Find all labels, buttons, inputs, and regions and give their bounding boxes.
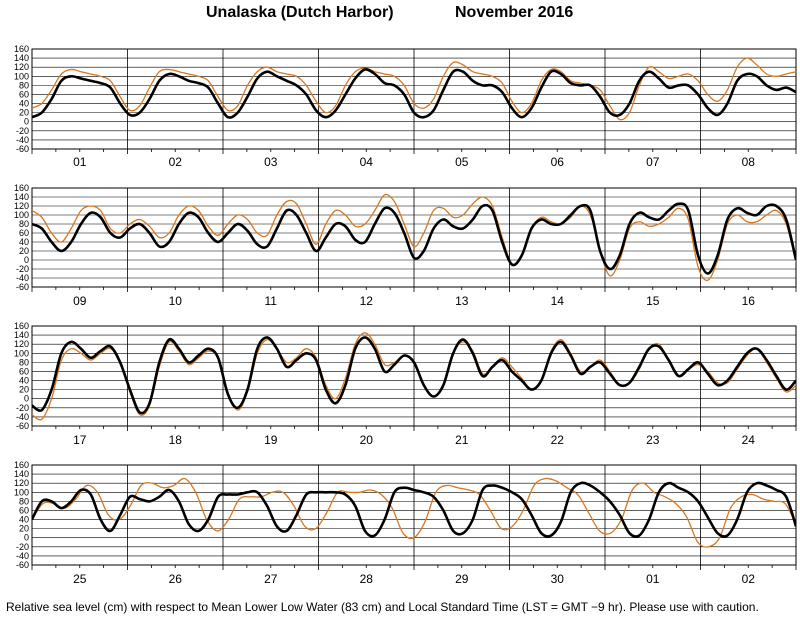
- y-tick-label: -20: [16, 403, 29, 413]
- y-tick-label: 160: [14, 44, 29, 54]
- day-label: 28: [360, 572, 374, 586]
- observed-series-line: [32, 68, 796, 119]
- y-tick-label: 60: [19, 89, 29, 99]
- day-label: 02: [169, 155, 183, 169]
- y-tick-label: 120: [14, 339, 29, 349]
- day-label: 20: [360, 433, 374, 447]
- panel-frame: [31, 48, 797, 150]
- chart-title-period: November 2016: [455, 4, 574, 21]
- day-label: 13: [455, 294, 469, 308]
- y-tick-label: -60: [16, 144, 29, 154]
- day-label: 05: [455, 155, 469, 169]
- panel-frame: [31, 464, 797, 566]
- y-tick-label: 140: [14, 469, 29, 479]
- y-tick-label: 20: [19, 524, 29, 534]
- y-tick-label: -20: [16, 126, 29, 136]
- y-tick-label: 100: [14, 348, 29, 358]
- y-tick-label: 60: [19, 505, 29, 515]
- day-label: 08: [742, 155, 756, 169]
- y-tick-label: 0: [24, 533, 29, 543]
- day-label: 29: [455, 572, 469, 586]
- day-label: 02: [742, 572, 756, 586]
- y-tick-label: 160: [14, 321, 29, 331]
- observed-series-line: [32, 202, 796, 275]
- y-tick-label: 60: [19, 228, 29, 238]
- day-label: 25: [73, 572, 87, 586]
- y-tick-label: 80: [19, 219, 29, 229]
- y-tick-label: -40: [16, 412, 29, 422]
- y-tick-label: 160: [14, 460, 29, 470]
- y-tick-label: -40: [16, 273, 29, 283]
- y-tick-label: 120: [14, 201, 29, 211]
- day-label: 11: [265, 294, 278, 308]
- day-label: 04: [360, 155, 374, 169]
- day-label: 14: [551, 294, 565, 308]
- day-label: 06: [551, 155, 565, 169]
- y-tick-label: 80: [19, 80, 29, 90]
- y-tick-label: -60: [16, 560, 29, 570]
- day-label: 16: [742, 294, 756, 308]
- chart-footer-note: Relative sea level (cm) with respect to …: [6, 600, 759, 614]
- y-tick-label: -20: [16, 542, 29, 552]
- day-label: 23: [646, 433, 660, 447]
- y-tick-label: 40: [19, 515, 29, 525]
- y-tick-label: 0: [24, 117, 29, 127]
- y-tick-label: 160: [14, 183, 29, 193]
- day-label: 21: [455, 433, 469, 447]
- day-label: 01: [646, 572, 660, 586]
- y-tick-label: 100: [14, 487, 29, 497]
- y-tick-label: 0: [24, 255, 29, 265]
- day-label: 26: [169, 572, 183, 586]
- day-label: 12: [360, 294, 374, 308]
- y-tick-label: 40: [19, 237, 29, 247]
- y-tick-label: 140: [14, 330, 29, 340]
- observed-series-line: [32, 336, 796, 415]
- y-tick-label: 140: [14, 53, 29, 63]
- y-tick-label: 60: [19, 366, 29, 376]
- day-label: 03: [264, 155, 278, 169]
- y-tick-label: 100: [14, 71, 29, 81]
- y-tick-label: 120: [14, 62, 29, 72]
- y-tick-label: 100: [14, 210, 29, 220]
- day-label: 15: [646, 294, 660, 308]
- panel-frame: [31, 187, 797, 288]
- predicted-series-line: [32, 477, 796, 548]
- y-tick-label: 0: [24, 394, 29, 404]
- y-tick-label: 80: [19, 496, 29, 506]
- day-label: 22: [551, 433, 565, 447]
- y-tick-label: 20: [19, 246, 29, 256]
- day-label: 30: [551, 572, 565, 586]
- day-label: 07: [646, 155, 660, 169]
- y-tick-label: -20: [16, 264, 29, 274]
- day-label: 24: [742, 433, 756, 447]
- day-label: 10: [169, 294, 183, 308]
- predicted-series-line: [32, 193, 796, 282]
- y-tick-label: 40: [19, 376, 29, 386]
- day-label: 09: [73, 294, 87, 308]
- chart-title-station: Unalaska (Dutch Harbor): [206, 4, 394, 21]
- day-label: 27: [264, 572, 278, 586]
- y-tick-label: 80: [19, 357, 29, 367]
- y-tick-label: 120: [14, 478, 29, 488]
- y-tick-label: -60: [16, 282, 29, 292]
- y-tick-label: 40: [19, 99, 29, 109]
- y-tick-label: -40: [16, 135, 29, 145]
- predicted-series-line: [32, 57, 796, 121]
- y-tick-label: -60: [16, 421, 29, 431]
- day-label: 19: [264, 433, 278, 447]
- y-tick-label: -40: [16, 551, 29, 561]
- y-tick-label: 20: [19, 108, 29, 118]
- day-label: 01: [73, 155, 87, 169]
- y-tick-label: 20: [19, 385, 29, 395]
- observed-series-line: [32, 481, 796, 538]
- y-tick-label: 140: [14, 192, 29, 202]
- day-label: 18: [169, 433, 183, 447]
- day-label: 17: [73, 433, 87, 447]
- panel-frame: [31, 325, 797, 427]
